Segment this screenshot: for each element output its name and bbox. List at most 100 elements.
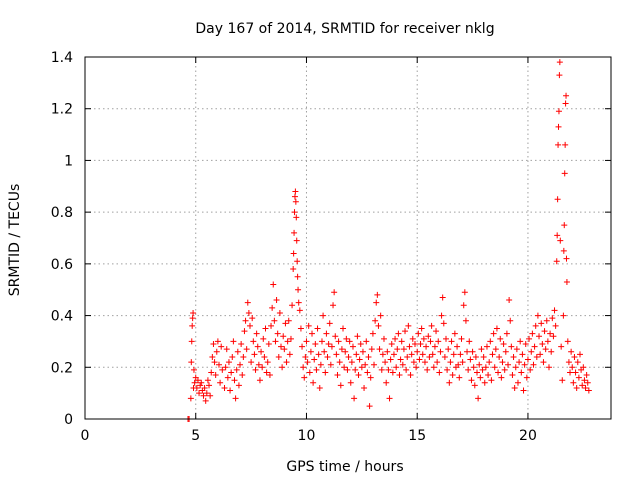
data-point (512, 364, 519, 371)
data-point (293, 214, 300, 221)
data-point (486, 359, 493, 366)
data-point (313, 366, 320, 373)
data-point (403, 366, 410, 373)
data-point (458, 335, 465, 342)
y-tick-label: 1.4 (51, 50, 73, 66)
data-point (228, 369, 235, 376)
data-point (433, 328, 440, 335)
data-point (507, 317, 514, 324)
data-point (445, 346, 452, 353)
data-point (372, 317, 379, 324)
data-point (536, 333, 543, 340)
data-point (274, 330, 281, 337)
data-point (197, 382, 204, 389)
data-point (556, 59, 563, 66)
data-point (240, 353, 247, 360)
data-point (243, 346, 250, 353)
data-point (548, 348, 555, 355)
data-point (217, 379, 224, 386)
data-point (237, 361, 244, 368)
data-point (410, 359, 417, 366)
data-point (291, 229, 298, 236)
data-point (275, 353, 282, 360)
data-point (198, 379, 205, 386)
data-point (379, 351, 386, 358)
data-point (196, 390, 203, 397)
data-point (455, 361, 462, 368)
data-point (392, 335, 399, 342)
data-point (241, 328, 248, 335)
data-point (417, 341, 424, 348)
data-point (354, 333, 361, 340)
data-point (394, 346, 401, 353)
data-point (271, 317, 278, 324)
data-point (202, 397, 209, 404)
data-point (361, 384, 368, 391)
data-point (561, 170, 568, 177)
data-point (286, 351, 293, 358)
data-point (295, 299, 302, 306)
data-point (468, 377, 475, 384)
data-point (481, 379, 488, 386)
data-point (297, 325, 304, 332)
data-point (256, 377, 263, 384)
data-point (270, 281, 277, 288)
data-point (427, 338, 434, 345)
data-point (568, 348, 575, 355)
data-point (499, 359, 506, 366)
data-point (389, 369, 396, 376)
data-point (555, 108, 562, 115)
data-point (311, 356, 318, 363)
data-point (369, 330, 376, 337)
y-tick-label: 0.6 (51, 257, 73, 273)
data-point (552, 322, 559, 329)
data-point (276, 309, 283, 316)
data-point (214, 338, 221, 345)
data-point (435, 338, 442, 345)
data-point (296, 307, 303, 314)
data-point (584, 379, 591, 386)
data-point (235, 382, 242, 389)
data-point (388, 341, 395, 348)
data-point (250, 338, 257, 345)
x-tick-label: 15 (408, 428, 426, 444)
data-point (301, 374, 308, 381)
data-point (561, 222, 568, 229)
data-point (555, 141, 562, 148)
data-point (255, 361, 262, 368)
y-tick-label: 0.2 (51, 360, 73, 376)
data-point (330, 302, 337, 309)
data-point (469, 348, 476, 355)
plot-frame (84, 56, 612, 420)
data-point (414, 348, 421, 355)
data-point (565, 359, 572, 366)
data-point (467, 356, 474, 363)
data-point (231, 377, 238, 384)
data-point (337, 382, 344, 389)
data-point (556, 72, 563, 79)
data-point (232, 395, 239, 402)
data-point (312, 341, 319, 348)
data-point (446, 379, 453, 386)
data-point (447, 359, 454, 366)
y-tick-label: 0.4 (51, 309, 73, 325)
data-point (365, 353, 372, 360)
data-point (540, 359, 547, 366)
data-point (287, 335, 294, 342)
data-point (347, 379, 354, 386)
data-point (524, 356, 531, 363)
data-point (563, 92, 570, 99)
data-point (314, 325, 321, 332)
data-point (406, 343, 413, 350)
data-point (572, 369, 579, 376)
x-tick-label: 20 (519, 428, 537, 444)
data-point (461, 289, 468, 296)
data-point (359, 348, 366, 355)
data-point (498, 374, 505, 381)
data-point (278, 343, 285, 350)
data-point (318, 338, 325, 345)
data-point (375, 322, 382, 329)
data-point (193, 384, 200, 391)
data-point (496, 353, 503, 360)
data-point (501, 366, 508, 373)
